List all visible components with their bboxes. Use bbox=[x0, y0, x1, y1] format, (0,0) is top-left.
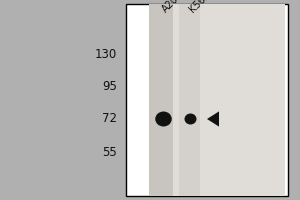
Text: 95: 95 bbox=[102, 80, 117, 92]
Ellipse shape bbox=[184, 114, 196, 124]
Ellipse shape bbox=[155, 112, 172, 127]
FancyBboxPatch shape bbox=[179, 4, 200, 196]
FancyBboxPatch shape bbox=[149, 4, 173, 196]
Text: 72: 72 bbox=[102, 112, 117, 126]
Text: 130: 130 bbox=[95, 47, 117, 60]
Text: K562: K562 bbox=[188, 0, 212, 14]
Text: 55: 55 bbox=[102, 146, 117, 158]
FancyBboxPatch shape bbox=[126, 4, 288, 196]
FancyBboxPatch shape bbox=[150, 4, 285, 196]
Polygon shape bbox=[207, 111, 219, 127]
Text: A2058: A2058 bbox=[160, 0, 190, 14]
